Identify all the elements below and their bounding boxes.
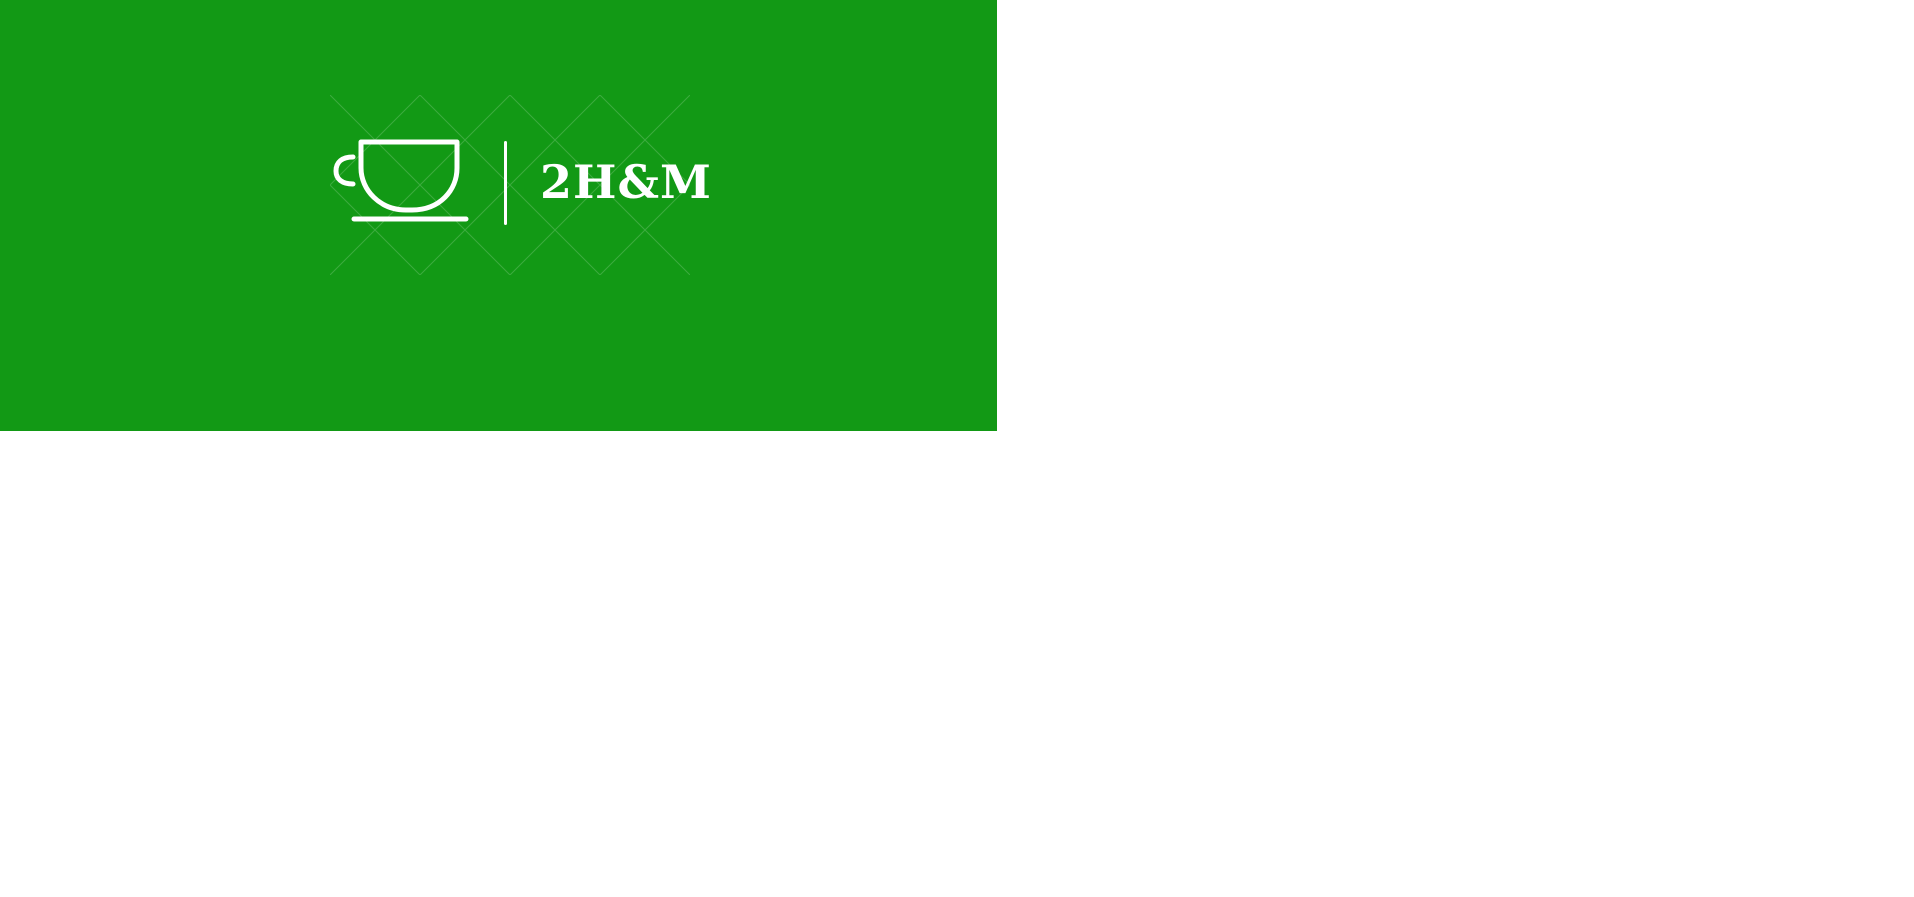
coffee-cup-icon: [333, 139, 469, 222]
watermark-pattern: [330, 95, 690, 275]
logo-divider: [504, 141, 507, 225]
logo-banner: 2H&M: [0, 0, 997, 431]
logo: 2H&M: [330, 130, 711, 230]
brand-name: 2H&M: [540, 155, 712, 209]
